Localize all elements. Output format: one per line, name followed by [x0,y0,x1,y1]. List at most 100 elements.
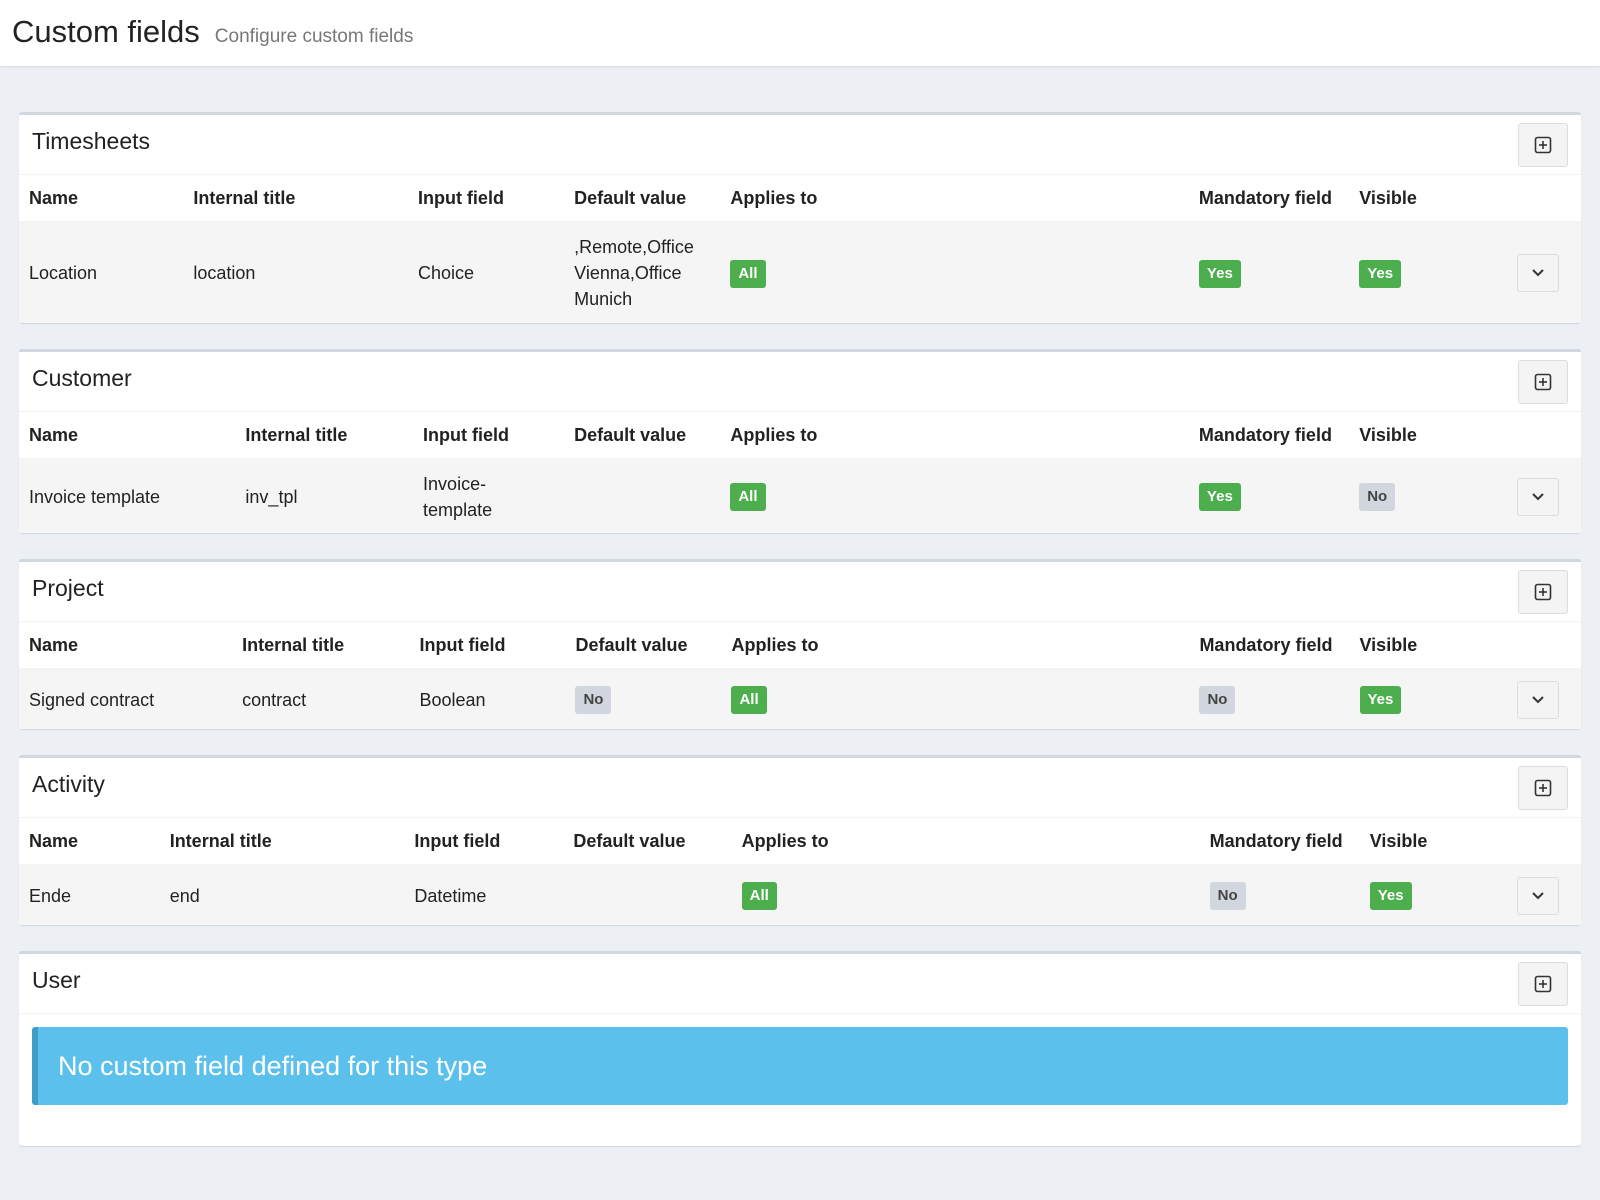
applies-to-badge: All [741,882,777,910]
plus-square-icon [1534,779,1552,797]
column-header-visible: Visible [1349,622,1447,670]
field-default-value [564,459,721,533]
custom-fields-table: Name Internal title Input field Default … [19,818,1581,925]
column-header-internal-title: Internal title [183,175,408,223]
row-actions-dropdown-button[interactable] [1517,680,1559,719]
page-header: Custom fields Configure custom fields [0,0,1600,67]
column-header-name: Name [19,412,236,460]
row-actions-dropdown-button[interactable] [1517,477,1559,516]
column-header-input-field: Input field [407,175,565,223]
column-header-default-value: Default value [564,412,721,460]
mandatory-badge: Yes [1198,483,1241,511]
field-name: Signed contract [19,669,233,729]
applies-to-badge: All [731,686,767,714]
plus-square-icon [1534,136,1552,154]
section-title: Activity [32,771,105,797]
chevron-down-icon [1532,891,1544,899]
section-title: Customer [32,365,132,391]
field-internal-title: contract [232,669,410,729]
column-header-mandatory: Mandatory field [1188,412,1350,460]
column-header-applies-to: Applies to [721,622,1190,670]
section-header: User [19,954,1581,1014]
applies-to-badge: All [730,483,766,511]
table-row: Ende end Datetime All No Yes [19,865,1581,925]
column-header-input-field: Input field [409,622,566,670]
field-name: Location [19,222,184,323]
custom-fields-table: Name Internal title Input field Default … [19,412,1581,533]
column-header-name: Name [19,818,160,866]
visible-badge: Yes [1359,259,1402,288]
column-header-input-field: Input field [404,818,564,866]
mandatory-badge: No [1209,882,1246,910]
mandatory-badge: No [1199,686,1236,714]
column-header-applies-to: Applies to [720,175,1189,223]
column-header-name: Name [19,622,233,670]
table-row: Signed contract contract Boolean No All … [19,669,1581,729]
column-header-default-value: Default value [564,175,721,223]
field-default-value [563,865,732,925]
section-title: Timesheets [32,128,151,154]
add-field-button[interactable] [1518,570,1568,614]
column-header-name: Name [19,175,184,223]
column-header-default-value: Default value [565,622,722,670]
section-header: Project [19,562,1581,622]
column-header-visible: Visible [1349,175,1447,223]
custom-fields-table: Name Internal title Input field Default … [19,622,1581,729]
add-field-button[interactable] [1518,360,1568,404]
field-input-type: Datetime [404,865,564,925]
field-internal-title: location [183,222,408,323]
column-header-applies-to: Applies to [720,412,1189,460]
column-header-applies-to: Applies to [731,818,1200,866]
chevron-down-icon [1532,695,1544,703]
applies-to-badge: All [730,259,766,288]
column-header-input-field: Input field [413,412,565,460]
column-header-internal-title: Internal title [232,622,410,670]
add-field-button[interactable] [1518,766,1568,810]
plus-square-icon [1534,583,1552,601]
section-title: Project [32,575,104,601]
field-default-value: ,Remote,Office Vienna,Office Munich [564,222,721,323]
visible-badge: No [1359,483,1396,511]
section-header: Timesheets [19,115,1581,175]
section-activity: Activity Name Internal title Input field… [19,755,1581,925]
custom-fields-table: Name Internal title Input field Default … [19,175,1581,323]
section-project: Project Name Internal title Input field … [19,559,1581,729]
field-input-type: Choice [407,222,565,323]
column-header-visible: Visible [1359,818,1457,866]
section-title: User [32,967,81,993]
section-header: Activity [19,758,1581,818]
field-name: Invoice template [19,459,236,533]
section-header: Customer [19,352,1581,412]
mandatory-badge: Yes [1198,259,1241,288]
add-field-button[interactable] [1518,962,1568,1006]
column-header-internal-title: Internal title [159,818,405,866]
column-header-default-value: Default value [563,818,732,866]
field-internal-title: inv_tpl [235,459,414,533]
table-row: Invoice template inv_tpl Invoice-templat… [19,459,1581,533]
plus-square-icon [1534,373,1552,391]
section-customer: Customer Name Internal title Input field… [19,349,1581,533]
column-header-mandatory: Mandatory field [1188,175,1350,223]
field-input-type: Invoice-template [413,459,565,533]
chevron-down-icon [1532,269,1544,277]
column-header-internal-title: Internal title [235,412,414,460]
section-timesheets: Timesheets Name Internal title Input fie… [19,112,1581,323]
row-actions-dropdown-button[interactable] [1517,254,1559,292]
row-actions-dropdown-button[interactable] [1517,876,1559,915]
field-name: Ende [19,865,160,925]
table-row: Location location Choice ,Remote,Office … [19,222,1581,323]
visible-badge: Yes [1369,882,1412,910]
field-internal-title: end [159,865,405,925]
content: Timesheets Name Internal title Input fie… [0,67,1600,1146]
field-input-type: Boolean [409,669,566,729]
empty-state-callout: No custom field defined for this type [32,1027,1568,1105]
column-header-mandatory: Mandatory field [1199,818,1360,866]
visible-badge: Yes [1359,686,1402,714]
column-header-visible: Visible [1349,412,1447,460]
page-subtitle: Configure custom fields [214,26,414,47]
add-field-button[interactable] [1518,123,1568,167]
chevron-down-icon [1532,492,1544,500]
column-header-mandatory: Mandatory field [1189,622,1350,670]
section-user: User No custom field defined for this ty… [19,951,1581,1146]
page-title: Custom fields [12,14,200,49]
